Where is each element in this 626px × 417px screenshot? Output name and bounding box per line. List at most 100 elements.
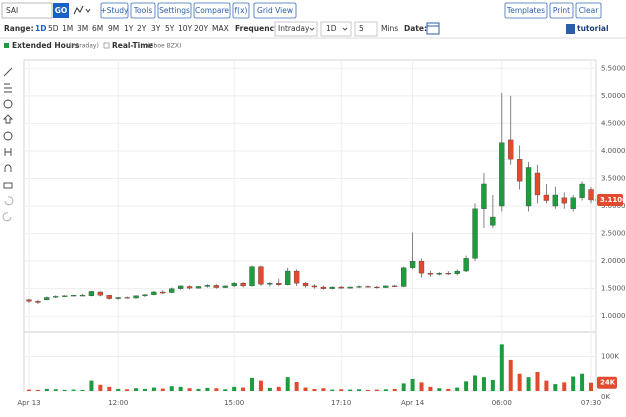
toolbar-button[interactable]	[253, 2, 297, 19]
candle-body	[302, 283, 309, 287]
y-tick-label: 3.5000	[601, 174, 626, 182]
candle-body	[35, 301, 41, 303]
volume-bar	[508, 359, 513, 391]
tool-measure[interactable]	[4, 148, 12, 156]
candle-body	[383, 285, 389, 288]
volume-bar	[267, 387, 272, 391]
x-tick-label: 06:00	[492, 399, 512, 407]
tutorial-link[interactable]: tutorial	[577, 24, 609, 33]
chart-type-icon[interactable]	[73, 5, 91, 15]
tool-lock[interactable]	[3, 182, 13, 189]
volume-bar	[526, 377, 531, 391]
symbol: SAI	[6, 6, 18, 15]
toolbar-button[interactable]	[575, 2, 602, 19]
y-tick-label: 1.5000	[601, 285, 626, 293]
range-option[interactable]: 1M	[62, 24, 73, 33]
volume-bar	[258, 380, 263, 391]
candle-body	[481, 183, 487, 209]
candle-body	[204, 285, 211, 287]
range-option[interactable]: 3Y	[151, 24, 161, 33]
x-tick-label: 15:00	[224, 399, 244, 407]
volume-bar	[151, 387, 156, 391]
tool-text[interactable]	[3, 131, 13, 141]
volume-bar	[178, 386, 183, 391]
volume-bar	[365, 389, 370, 391]
tool-undo[interactable]	[4, 196, 14, 206]
toolbar-button-label: f(x)	[235, 6, 248, 15]
candle-body	[516, 159, 523, 182]
interval-input[interactable]	[354, 21, 378, 37]
volume-bar	[134, 388, 139, 391]
y-tick-label: 2.0000	[601, 257, 626, 265]
volume-bar	[44, 388, 49, 391]
range-option[interactable]: 6M	[92, 24, 103, 33]
candle-body	[276, 283, 282, 285]
tool-fib[interactable]	[4, 83, 12, 93]
tool-arrow[interactable]	[2, 114, 14, 124]
calendar-icon[interactable]	[426, 22, 440, 35]
range-label: Range:	[4, 24, 34, 33]
range-option[interactable]: MAX	[212, 24, 229, 33]
tool-redo[interactable]	[2, 212, 12, 222]
candle-body	[463, 258, 469, 272]
range-option[interactable]: 1Y	[124, 24, 134, 33]
range-option[interactable]: 20Y	[194, 24, 209, 33]
frequency-select[interactable]	[274, 21, 318, 37]
volume-bar	[98, 384, 103, 391]
range-option[interactable]: 1D	[35, 24, 46, 33]
range-option[interactable]: 2Y	[137, 24, 147, 33]
candle-body	[329, 286, 335, 289]
y-tick-label: 4.5000	[601, 119, 626, 127]
go-button[interactable]	[53, 3, 69, 18]
volume-bar	[481, 377, 486, 391]
volume-bar	[116, 388, 121, 391]
candle-body	[445, 273, 451, 275]
range-option[interactable]: 3M	[77, 24, 88, 33]
volume-bar	[321, 388, 326, 391]
volume-bar	[410, 378, 415, 391]
candle-body	[88, 291, 95, 296]
interval-unit: Mins	[381, 24, 398, 33]
symbol-input[interactable]	[1, 2, 53, 19]
toolbar-button[interactable]	[193, 2, 231, 19]
volume-bar	[562, 382, 567, 391]
candle-body	[311, 285, 318, 288]
range-option[interactable]: 5Y	[165, 24, 175, 33]
range-option[interactable]: 9M	[108, 24, 119, 33]
toolbar-button[interactable]	[549, 2, 574, 19]
toolbar-button[interactable]	[100, 2, 129, 19]
tool-shape[interactable]	[3, 99, 13, 109]
candle-body	[70, 295, 77, 297]
x-tick-label: 17:10	[331, 399, 351, 407]
volume-bar	[142, 388, 147, 391]
candle-body	[267, 283, 273, 285]
legend-checkbox[interactable]	[103, 42, 110, 49]
tutorial-icon	[566, 24, 575, 34]
candle-body	[490, 216, 496, 226]
toolbar-button[interactable]	[157, 2, 192, 19]
toolbar-button[interactable]	[232, 2, 250, 19]
volume-bar	[580, 373, 585, 391]
volume-bar	[187, 388, 192, 391]
candle-body	[401, 267, 407, 287]
toolbar-button[interactable]	[504, 2, 548, 19]
volume-bar	[312, 388, 317, 391]
volume-bar	[169, 386, 174, 391]
candle-body	[79, 295, 86, 297]
tool-magnet[interactable]	[4, 164, 12, 172]
candle-body	[222, 285, 228, 288]
toolbar-button[interactable]	[130, 2, 156, 19]
candle-body	[356, 286, 362, 288]
range-option[interactable]: 10Y	[178, 24, 193, 33]
volume-bar	[294, 382, 299, 391]
y-tick-label: 4.0000	[601, 147, 626, 155]
volume-bar	[348, 389, 353, 391]
tool-line[interactable]	[3, 67, 13, 77]
x-tick-label: 12:00	[108, 399, 128, 407]
volume-bar	[428, 386, 433, 391]
volume-bar	[196, 388, 201, 391]
candle-body	[374, 286, 380, 288]
volume-bar	[223, 389, 228, 391]
period-select[interactable]	[320, 21, 352, 37]
range-option[interactable]: 5D	[48, 24, 59, 33]
